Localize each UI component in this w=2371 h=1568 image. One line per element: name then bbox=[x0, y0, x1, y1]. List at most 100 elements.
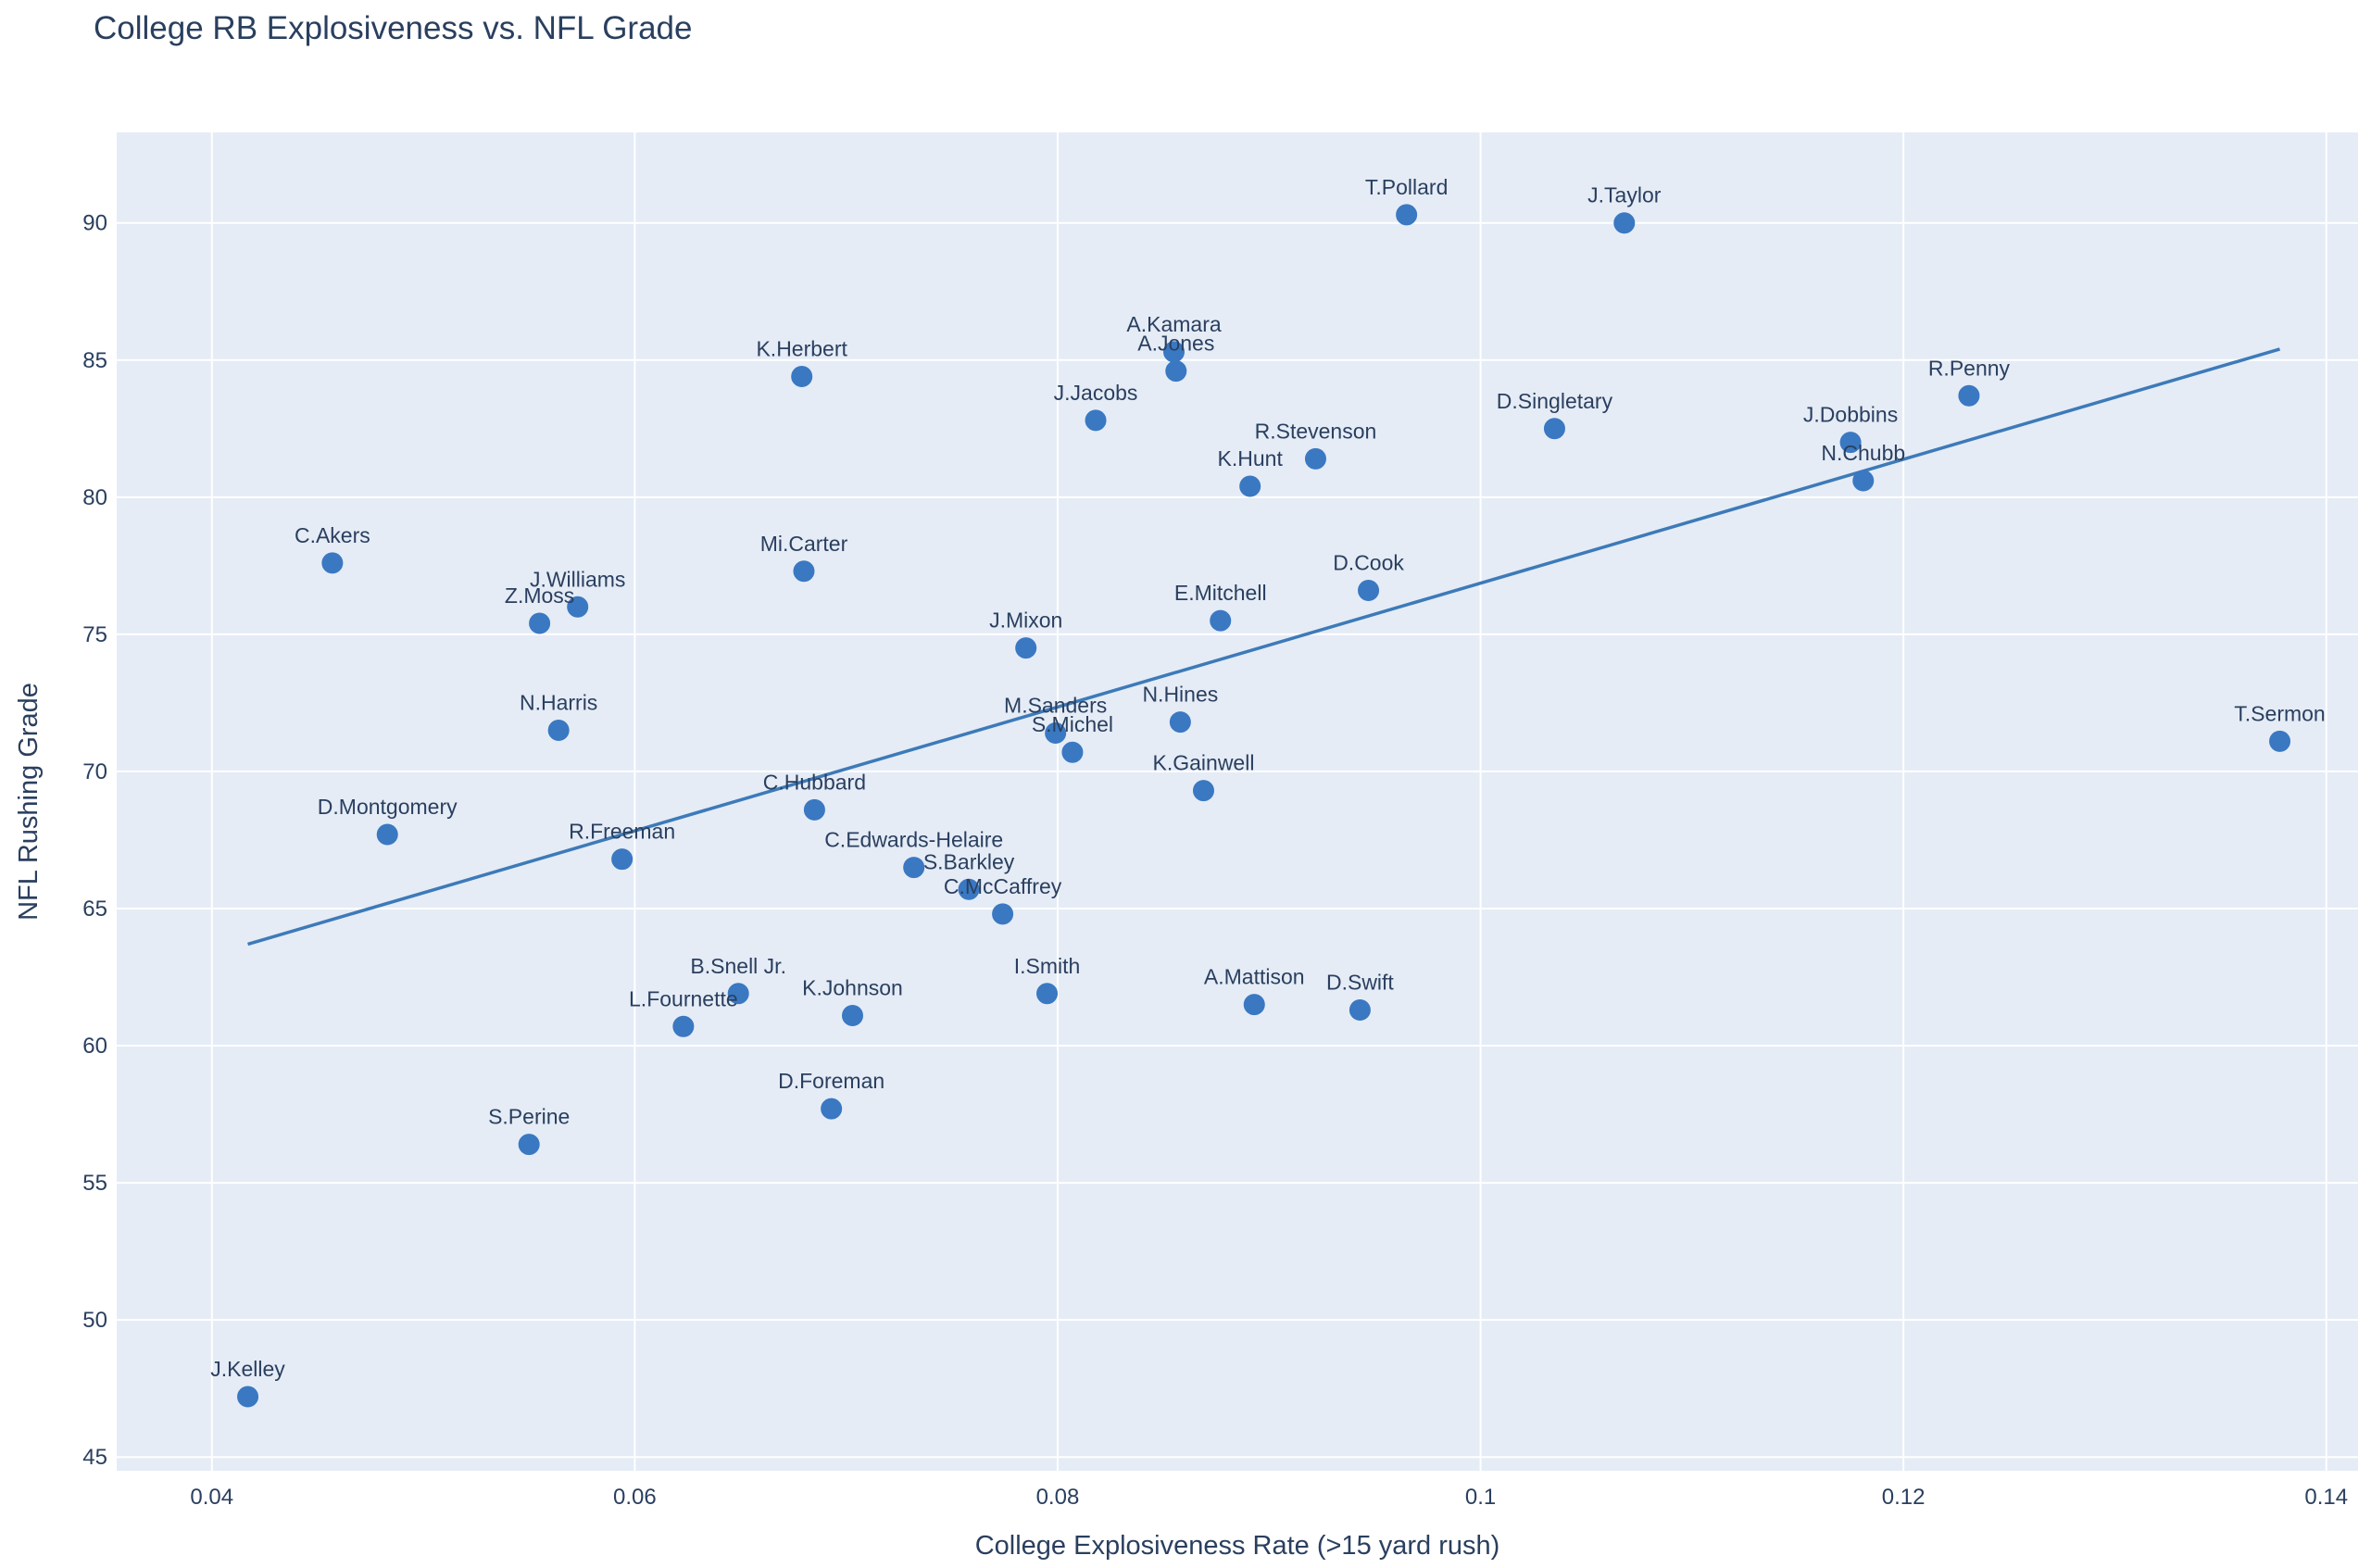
data-point[interactable] bbox=[903, 857, 925, 879]
point-label: D.Swift bbox=[1326, 971, 1394, 995]
point-label: J.Kelley bbox=[210, 1357, 285, 1381]
data-point[interactable] bbox=[1852, 470, 1875, 492]
data-point[interactable] bbox=[1210, 609, 1232, 632]
data-point[interactable] bbox=[821, 1098, 843, 1120]
data-point[interactable] bbox=[958, 878, 980, 900]
data-point[interactable] bbox=[237, 1386, 259, 1408]
chart-title: College RB Explosiveness vs. NFL Grade bbox=[94, 10, 692, 46]
data-point[interactable] bbox=[611, 848, 634, 871]
point-label: L.Fournette bbox=[629, 986, 738, 1010]
point-label: A.Kamara bbox=[1126, 312, 1221, 336]
data-point[interactable] bbox=[803, 798, 825, 821]
data-point[interactable] bbox=[547, 720, 570, 742]
y-tick-label: 90 bbox=[82, 211, 107, 236]
point-label: K.Hunt bbox=[1218, 446, 1284, 470]
data-point[interactable] bbox=[841, 1004, 863, 1026]
trendline bbox=[247, 347, 2281, 947]
data-point[interactable] bbox=[1543, 418, 1565, 440]
point-label: J.Dobbins bbox=[1803, 403, 1898, 427]
data-point[interactable] bbox=[1613, 212, 1636, 234]
data-point[interactable] bbox=[1085, 409, 1107, 432]
point-label: T.Pollard bbox=[1365, 175, 1448, 199]
x-tick-label: 0.08 bbox=[1036, 1485, 1080, 1510]
data-point[interactable] bbox=[1015, 637, 1037, 659]
x-gridlines bbox=[210, 132, 2327, 1471]
data-point[interactable] bbox=[1304, 447, 1326, 470]
point-label: J.Mixon bbox=[989, 608, 1062, 633]
data-point[interactable] bbox=[1239, 475, 1261, 497]
data-point[interactable] bbox=[518, 1134, 540, 1156]
data-point[interactable] bbox=[791, 366, 813, 388]
point-label: R.Penny bbox=[1928, 356, 2011, 380]
x-tick-label: 0.04 bbox=[190, 1485, 233, 1510]
point-label: D.Singletary bbox=[1497, 389, 1613, 413]
data-point[interactable] bbox=[1358, 579, 1380, 601]
point-label: C.Akers bbox=[295, 523, 370, 547]
x-tick-label: 0.12 bbox=[1882, 1485, 1926, 1510]
point-label: E.Mitchell bbox=[1174, 581, 1267, 605]
data-point[interactable] bbox=[992, 903, 1014, 925]
y-tick-label: 85 bbox=[82, 348, 107, 373]
data-point[interactable] bbox=[1839, 432, 1862, 454]
data-point[interactable] bbox=[672, 1015, 695, 1037]
point-label: J.Williams bbox=[530, 567, 626, 591]
y-tick-label: 75 bbox=[82, 622, 107, 647]
point-labels: J.Kelley C.Akers D.Montgomery S.Perine Z.Mos… bbox=[210, 175, 2325, 1381]
data-point[interactable] bbox=[1349, 999, 1371, 1022]
point-label: N.Harris bbox=[520, 691, 597, 715]
y-axis-title: NFL Rushing Grade bbox=[14, 683, 44, 921]
point-label: S.Perine bbox=[488, 1105, 570, 1129]
data-point[interactable] bbox=[1045, 721, 1067, 744]
point-label: K.Herbert bbox=[756, 337, 847, 361]
point-label: Mi.Carter bbox=[760, 532, 848, 556]
data-point[interactable] bbox=[321, 552, 344, 574]
point-label: T.Sermon bbox=[2234, 701, 2325, 725]
point-label: D.Foreman bbox=[778, 1069, 884, 1093]
data-point[interactable] bbox=[1958, 384, 1980, 407]
point-label: S.Barkley bbox=[923, 849, 1015, 873]
data-point[interactable] bbox=[1396, 204, 1418, 226]
data-point[interactable] bbox=[1192, 780, 1214, 802]
data-point[interactable] bbox=[793, 560, 815, 583]
data-point[interactable] bbox=[1036, 983, 1059, 1005]
data-point[interactable] bbox=[1169, 711, 1191, 734]
point-label: A.Mattison bbox=[1204, 965, 1305, 989]
x-tick-label: 0.1 bbox=[1465, 1485, 1496, 1510]
point-label: C.Hubbard bbox=[763, 770, 866, 794]
point-label: M.Sanders bbox=[1004, 693, 1107, 717]
data-point[interactable] bbox=[1061, 741, 1084, 763]
point-label: J.Jacobs bbox=[1054, 381, 1138, 405]
x-tick-label: 0.06 bbox=[613, 1485, 657, 1510]
data-point[interactable] bbox=[2269, 730, 2291, 752]
y-tick-label: 50 bbox=[82, 1308, 107, 1333]
y-tick-label: 60 bbox=[82, 1034, 107, 1059]
point-label: D.Montgomery bbox=[318, 795, 458, 819]
point-label: I.Smith bbox=[1014, 954, 1081, 978]
x-tick-labels: 0.04 0.06 0.08 0.1 0.12 0.14 bbox=[190, 1485, 2348, 1510]
point-label: S.Michel bbox=[1032, 712, 1113, 736]
point-label: R.Stevenson bbox=[1255, 419, 1377, 443]
data-points bbox=[237, 204, 2291, 1408]
x-tick-label: 0.14 bbox=[2304, 1485, 2348, 1510]
point-label: N.Chubb bbox=[1821, 441, 1905, 465]
data-point[interactable] bbox=[1165, 360, 1187, 383]
point-label: A.Jones bbox=[1137, 332, 1214, 356]
data-point[interactable] bbox=[529, 612, 551, 634]
point-label: K.Johnson bbox=[802, 975, 903, 999]
data-point[interactable] bbox=[1243, 994, 1265, 1016]
point-label: B.Snell Jr. bbox=[690, 954, 786, 978]
point-label: Z.Moss bbox=[505, 583, 574, 608]
plot-area bbox=[117, 132, 2358, 1471]
data-point[interactable] bbox=[567, 596, 589, 618]
point-label: N.Hines bbox=[1142, 683, 1218, 707]
point-label: C.Edwards-Helaire bbox=[824, 828, 1003, 852]
y-tick-label: 80 bbox=[82, 485, 107, 510]
y-tick-label: 45 bbox=[82, 1445, 107, 1470]
data-point[interactable] bbox=[727, 983, 749, 1005]
y-tick-labels: 45 50 55 60 65 70 75 80 85 90 bbox=[82, 211, 107, 1470]
y-tick-label: 65 bbox=[82, 897, 107, 922]
data-point[interactable] bbox=[376, 823, 398, 846]
y-tick-label: 55 bbox=[82, 1171, 107, 1196]
y-gridlines bbox=[117, 221, 2358, 1459]
